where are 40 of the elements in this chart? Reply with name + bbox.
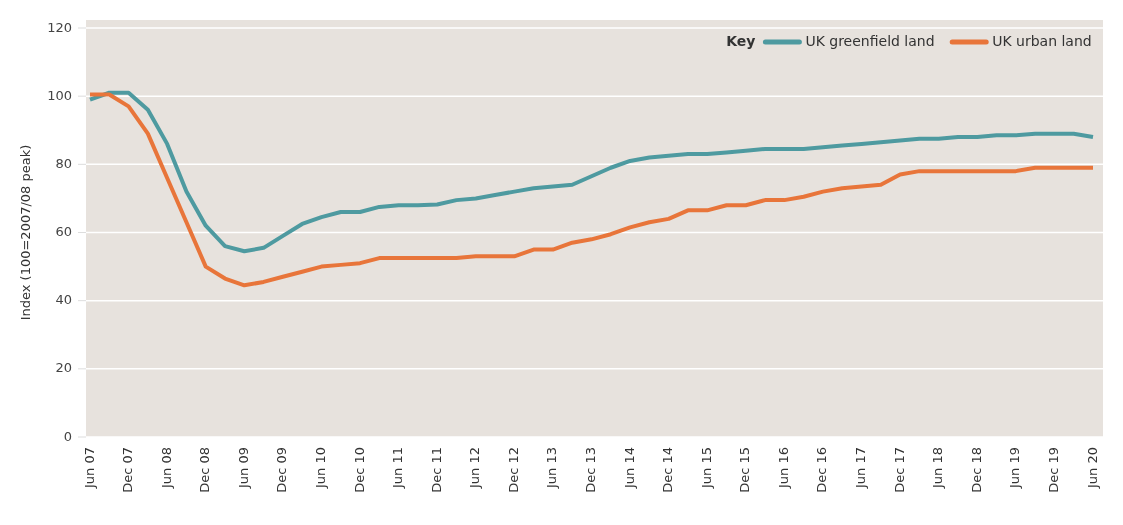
- x-tick-label: Dec 19: [1045, 447, 1061, 493]
- y-tick-label: 20: [55, 360, 72, 376]
- line-series: [88, 92, 1095, 288]
- x-tick-label: Dec 18: [968, 447, 984, 493]
- x-tick-label: Dec 09: [274, 447, 290, 493]
- x-tick-label: Dec 13: [583, 447, 598, 493]
- x-tick-label: Dec 14: [660, 447, 676, 493]
- y-tick-label: 80: [55, 155, 72, 171]
- legend-title: Key: [726, 33, 756, 49]
- x-tick-label: Jun 19: [1007, 447, 1023, 489]
- x-tick-label: Jun 08: [158, 447, 174, 489]
- x-tick-label: Dec 10: [351, 447, 367, 493]
- x-tick-label: Jun 07: [81, 447, 97, 489]
- x-tick-label: Jun 18: [930, 447, 946, 489]
- legend-label: UK greenfield land: [805, 33, 935, 49]
- x-tick-label: Jun 09: [235, 447, 251, 489]
- x-tick-label: Dec 07: [120, 447, 136, 493]
- y-tick-label: 100: [47, 87, 72, 103]
- y-axis-title: Index (100=2007/08 peak): [17, 144, 33, 321]
- x-tick-label: Dec 16: [814, 447, 830, 493]
- x-tick-label: Dec 12: [505, 447, 521, 493]
- x-tick-label: Jun 11: [390, 447, 406, 489]
- x-tick-label: Dec 11: [428, 447, 444, 493]
- y-tick-label: 40: [55, 292, 72, 308]
- x-tick-label: Jun 12: [467, 447, 483, 489]
- x-tick-label: Jun 14: [621, 447, 637, 489]
- x-tick-label: Dec 17: [891, 447, 907, 493]
- x-tick-label: Jun 20: [1084, 447, 1100, 489]
- x-tick-label: Dec 08: [197, 447, 213, 493]
- x-tick-label: Jun 16: [775, 447, 791, 489]
- x-tick-label: Jun 17: [853, 447, 869, 489]
- legend-label: UK urban land: [992, 33, 1092, 49]
- x-tick-label: Jun 15: [698, 447, 714, 489]
- y-tick-label: 60: [55, 224, 72, 239]
- x-tick-label: Dec 15: [737, 447, 753, 493]
- y-tick-label: 0: [63, 428, 72, 444]
- line-series: [88, 90, 1095, 254]
- x-tick-label: Jun 13: [544, 447, 560, 489]
- x-tick-label: Jun 10: [312, 447, 328, 489]
- y-tick-label: 120: [47, 19, 72, 35]
